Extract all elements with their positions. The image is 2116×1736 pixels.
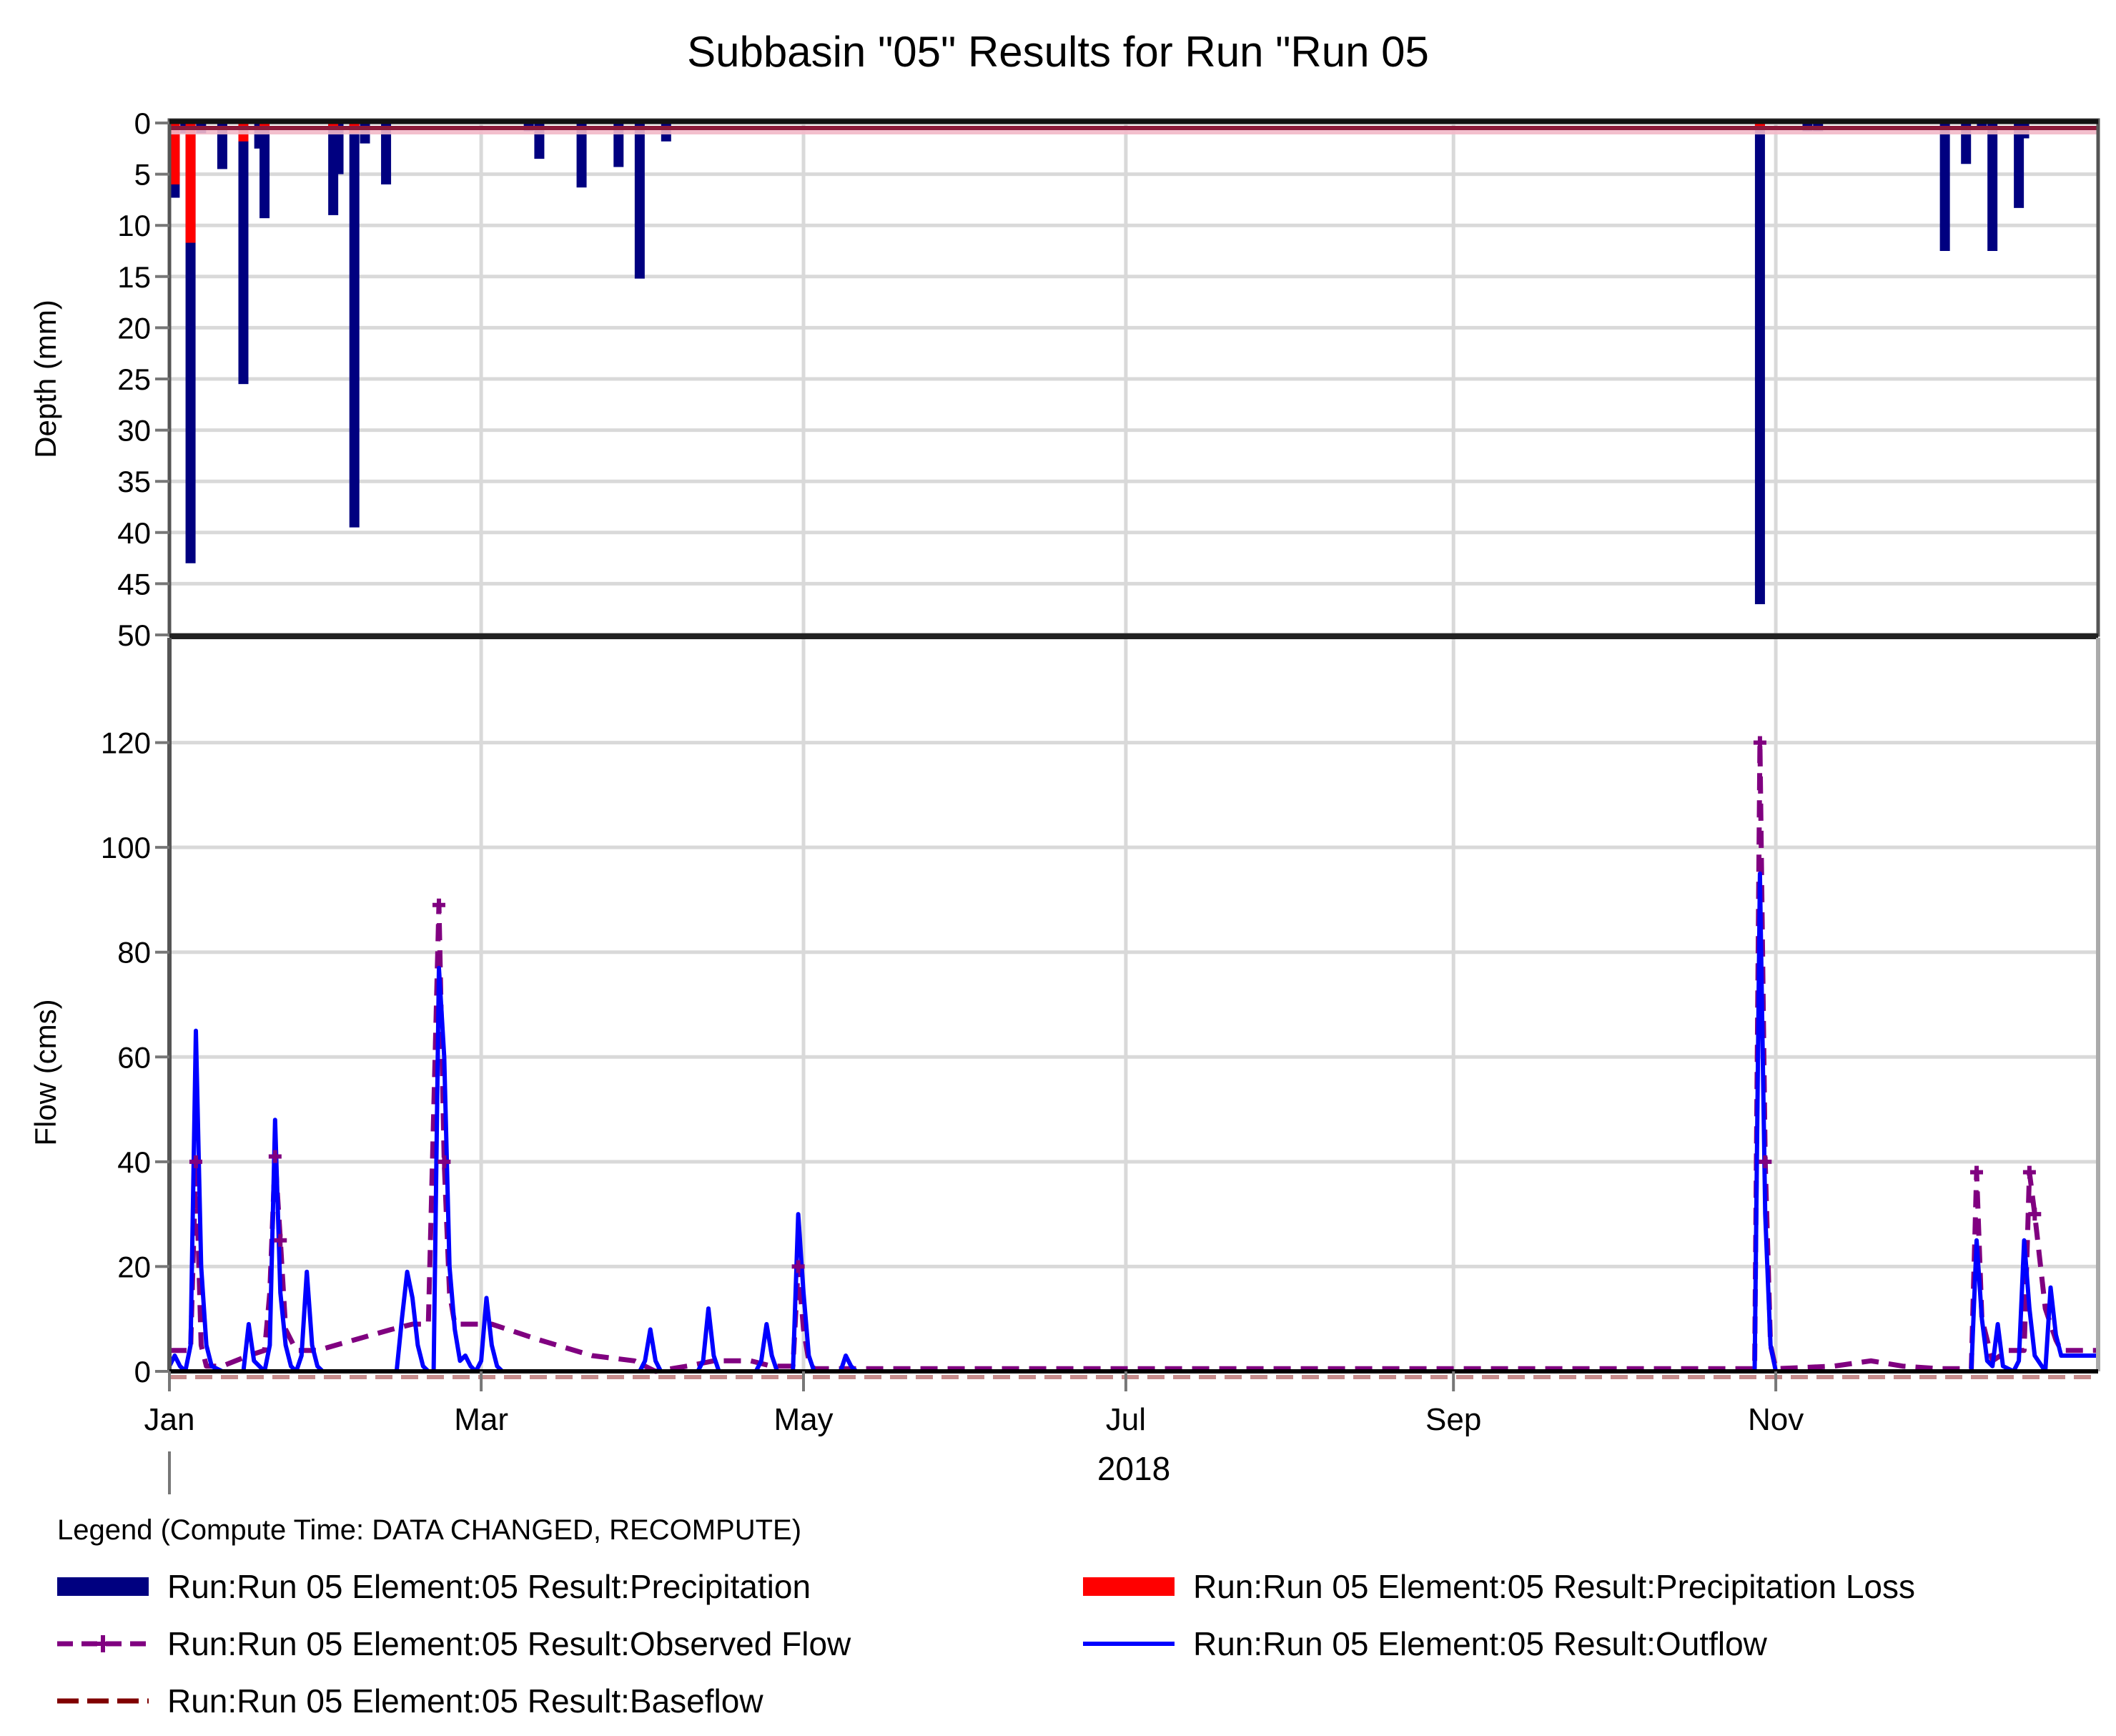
flow-tick-label: 0 — [134, 1355, 151, 1389]
precipitation-bar — [2014, 123, 2024, 208]
depth-tick-label: 10 — [117, 209, 151, 242]
precipitation-loss-bar — [259, 123, 270, 129]
legend-item-outflow[interactable]: Run:Run 05 Element:05 Result:Outflow — [1083, 1625, 2084, 1662]
flow-tick-label: 40 — [117, 1145, 151, 1179]
precipitation-loss-bar — [328, 123, 339, 127]
precipitation-bar — [349, 123, 360, 528]
precipitation-bar — [238, 123, 249, 385]
month-tick-label: Mar — [454, 1402, 508, 1437]
depth-tick-label: 35 — [117, 465, 151, 498]
outflow-line — [167, 871, 2098, 1373]
month-tick-label: May — [773, 1402, 833, 1437]
precipitation-bar — [634, 123, 645, 279]
tick-labels: 0 5 10 15 20 25 30 35 40 45 50 0 20 40 60 80 100 120 Jan Ma… — [101, 107, 1804, 1494]
month-tick-label: Jan — [144, 1402, 195, 1437]
depth-tick-label: 25 — [117, 363, 151, 396]
depth-tick-label: 5 — [134, 158, 151, 192]
precipitation-loss-bar — [169, 123, 180, 184]
flow-plot-grid — [169, 638, 2098, 1371]
depth-tick-label: 15 — [117, 260, 151, 294]
legend-item-baseflow[interactable]: Run:Run 05 Element:05 Result:Baseflow — [57, 1682, 1083, 1720]
precipitation-bar — [576, 123, 587, 188]
flow-tick-label: 20 — [117, 1250, 151, 1283]
baseflow-dash-icon — [57, 1698, 149, 1704]
precipitation-bar — [1939, 123, 1950, 251]
precipitation-bar — [259, 123, 270, 219]
month-tick-label: Sep — [1425, 1402, 1481, 1437]
month-tick-label: Jul — [1106, 1402, 1146, 1437]
precipitation-loss-bar-swatch-icon — [1083, 1577, 1175, 1596]
flow-tick-label: 80 — [117, 936, 151, 970]
depth-tick-label: 50 — [117, 618, 151, 652]
precipitation-bar — [217, 123, 227, 169]
legend-item-observed-flow[interactable]: Run:Run 05 Element:05 Result:Observed Fl… — [57, 1625, 1083, 1662]
year-label: 2018 — [1097, 1450, 1170, 1487]
flow-tick-label: 120 — [101, 726, 151, 760]
legend: Legend (Compute Time: DATA CHANGED, RECO… — [57, 1514, 2102, 1720]
precipitation-bar — [1754, 123, 1765, 605]
chart-title: Subbasin "05" Results for Run "Run 05 — [687, 28, 1429, 76]
precipitation-loss-bar — [185, 123, 196, 243]
legend-item-precipitation[interactable]: Run:Run 05 Element:05 Result:Precipitati… — [57, 1568, 1083, 1605]
depth-plot-grid — [169, 121, 2098, 637]
depth-tick-label: 20 — [117, 311, 151, 345]
depth-tick-label: 45 — [117, 567, 151, 601]
precipitation-loss-bar — [1754, 123, 1765, 129]
depth-axis-title: Depth (mm) — [29, 300, 62, 458]
precipitation-bar — [1977, 123, 1987, 129]
observed-flow-dash-marker-icon — [57, 1635, 149, 1652]
depth-plot-bars — [169, 123, 2098, 605]
legend-item-precipitation-loss[interactable]: Run:Run 05 Element:05 Result:Precipitati… — [1083, 1568, 2084, 1605]
flow-tick-label: 60 — [117, 1040, 151, 1074]
precipitation-bar — [381, 123, 392, 184]
month-tick-label: Nov — [1748, 1402, 1804, 1437]
depth-tick-label: 30 — [117, 414, 151, 448]
legend-items: Run:Run 05 Element:05 Result:Precipitati… — [57, 1568, 2102, 1720]
depth-tick-label: 40 — [117, 516, 151, 550]
plot-frame — [167, 118, 2100, 1373]
flow-tick-label: 100 — [101, 831, 151, 864]
outflow-line-icon — [1083, 1642, 1175, 1646]
flow-axis-title: Flow (cms) — [29, 999, 62, 1145]
precipitation-bar — [1987, 123, 1998, 251]
precipitation-bar-swatch-icon — [57, 1577, 149, 1596]
depth-tick-label: 0 — [134, 107, 151, 140]
legend-header: Legend (Compute Time: DATA CHANGED, RECO… — [57, 1514, 802, 1546]
precipitation-bar — [333, 123, 344, 174]
